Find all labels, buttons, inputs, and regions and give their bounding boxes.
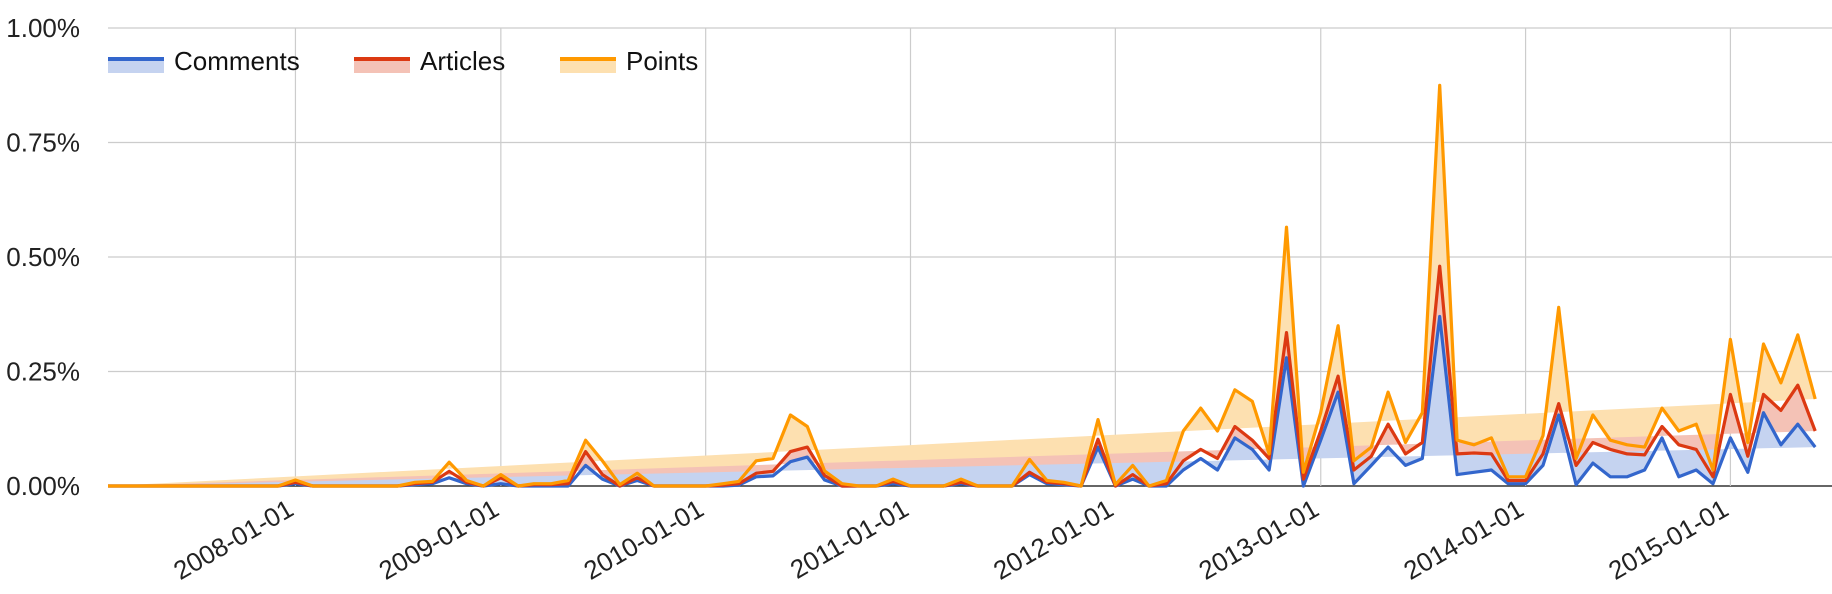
area-articles (108, 266, 1816, 486)
y-tick-label: 0.25% (6, 357, 80, 387)
line-points (108, 83, 1817, 488)
legend-item-articles: Articles (354, 46, 505, 76)
line-series (108, 83, 1817, 488)
x-tick-label: 2008-01-01 (168, 493, 298, 585)
y-tick-label: 1.00% (6, 13, 80, 43)
legend-label: Comments (174, 46, 300, 76)
legend-item-comments: Comments (108, 46, 300, 76)
legend-swatch-fill (354, 59, 410, 73)
x-tick-label: 2014-01-01 (1398, 493, 1528, 585)
x-tick-label: 2010-01-01 (578, 493, 708, 585)
legend: Comments Articles Points (108, 46, 698, 76)
legend-swatch-fill (108, 59, 164, 73)
x-tick-label: 2015-01-01 (1603, 493, 1733, 585)
area-series (108, 85, 1816, 487)
legend-swatch-fill (560, 59, 616, 73)
x-tick-label: 2013-01-01 (1194, 493, 1324, 585)
legend-label: Articles (420, 46, 505, 76)
x-tick-label: 2011-01-01 (785, 493, 914, 585)
x-tick-label: 2009-01-01 (374, 493, 504, 585)
y-tick-label: 0.50% (6, 242, 80, 272)
y-tick-label: 0.00% (6, 471, 80, 501)
axes: 0.00% 0.25% 0.50% 0.75% 1.00% 2008-01-01 2009-… (6, 13, 1733, 586)
y-tick-label: 0.75% (6, 128, 80, 158)
legend-label: Points (626, 46, 698, 76)
legend-item-points: Points (560, 46, 698, 76)
x-tick-label: 2012-01-01 (988, 493, 1118, 585)
